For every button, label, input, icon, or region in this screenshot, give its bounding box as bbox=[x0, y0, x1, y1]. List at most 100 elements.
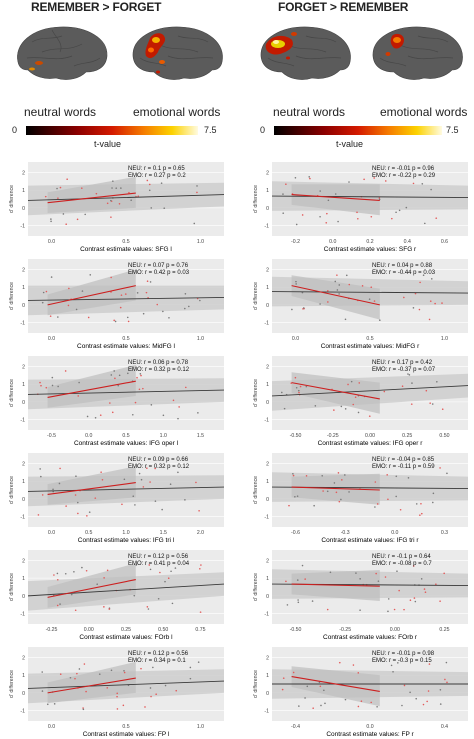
data-point bbox=[112, 180, 114, 182]
data-point bbox=[127, 372, 129, 375]
data-point bbox=[354, 396, 357, 399]
neu-stat-text: NEU: r = 0.07 p = 0.76 bbox=[128, 263, 189, 269]
data-point bbox=[115, 187, 118, 189]
data-point bbox=[149, 687, 152, 689]
data-point bbox=[392, 670, 394, 673]
data-point bbox=[302, 307, 305, 309]
y-tick-label: -1 bbox=[20, 418, 25, 424]
y-axis-label: d' difference bbox=[9, 282, 15, 310]
emo-confidence-band bbox=[291, 666, 380, 707]
data-point bbox=[99, 414, 102, 416]
y-tick-label: 0 bbox=[266, 303, 269, 309]
data-point bbox=[419, 514, 421, 516]
colorbar-label: t-value bbox=[94, 139, 122, 149]
data-point bbox=[319, 190, 321, 192]
x-tick-label: 0.3 bbox=[441, 530, 448, 536]
data-point bbox=[195, 481, 197, 484]
y-tick-label: 2 bbox=[22, 461, 25, 467]
data-point bbox=[184, 386, 187, 389]
data-point bbox=[50, 220, 52, 223]
data-point bbox=[140, 667, 142, 670]
x-axis-label: Contrast estimate values: SFG l bbox=[80, 246, 172, 253]
data-point bbox=[305, 475, 308, 477]
data-point bbox=[396, 570, 398, 573]
data-point bbox=[67, 304, 70, 307]
emo-trend-line bbox=[291, 194, 380, 202]
data-point bbox=[297, 599, 299, 601]
data-point bbox=[150, 207, 153, 209]
data-point bbox=[110, 199, 112, 202]
data-point bbox=[329, 571, 332, 574]
data-point bbox=[40, 475, 42, 478]
data-point bbox=[196, 185, 198, 187]
data-point bbox=[149, 281, 152, 283]
data-point bbox=[312, 707, 314, 709]
y-tick-label: -1 bbox=[20, 321, 25, 327]
data-point bbox=[363, 178, 365, 181]
x-tick-label: 0.00 bbox=[84, 627, 94, 633]
data-point bbox=[292, 671, 295, 674]
data-point bbox=[66, 178, 68, 181]
data-point bbox=[103, 577, 105, 579]
data-point bbox=[419, 281, 421, 284]
x-tick-label: 0.5 bbox=[122, 336, 129, 342]
data-point bbox=[326, 608, 329, 611]
data-point bbox=[148, 183, 151, 186]
y-axis-label: d' difference bbox=[9, 670, 15, 698]
x-tick-label: 0.0 bbox=[85, 433, 92, 439]
data-point bbox=[439, 600, 441, 602]
scatter-plot-sfg-r: 2 1 0 -1 d' difference -0.2 0.0 0.2 0.4 0.6 Contra… bbox=[253, 162, 469, 253]
data-point bbox=[387, 498, 389, 501]
x-tick-label: -0.5 bbox=[47, 433, 56, 439]
data-point bbox=[82, 708, 85, 711]
neu-trend-line bbox=[27, 583, 225, 597]
data-point bbox=[40, 384, 42, 387]
data-point bbox=[41, 671, 44, 673]
data-point bbox=[431, 403, 434, 405]
y-axis-label: d' difference bbox=[253, 282, 259, 310]
data-point bbox=[98, 673, 101, 675]
emo-stat-text: EMO: r = 0.32 p = 0.12 bbox=[128, 367, 190, 373]
data-point bbox=[292, 473, 294, 475]
emo-trend-line bbox=[291, 486, 380, 491]
emo-trend-line bbox=[291, 583, 380, 587]
data-point bbox=[134, 401, 137, 404]
y-tick-label: 1 bbox=[266, 576, 269, 582]
data-point bbox=[323, 689, 325, 692]
neu-stat-text: NEU: r = 0.12 p = 0.56 bbox=[128, 651, 189, 657]
data-point bbox=[119, 306, 122, 309]
y-tick-label: 1 bbox=[266, 188, 269, 194]
data-point bbox=[336, 289, 339, 291]
data-point bbox=[285, 580, 287, 583]
data-point bbox=[117, 384, 120, 387]
data-point bbox=[430, 278, 433, 280]
data-point bbox=[295, 283, 297, 285]
label-emotional-rf: emotional words bbox=[133, 105, 221, 119]
y-tick-label: 1 bbox=[266, 479, 269, 485]
scatter-panel-fp-l: 2 1 0 -1 d' difference 0.0 0.5 1.0 Contrast esti… bbox=[6, 645, 228, 739]
y-tick-label: 0 bbox=[266, 400, 269, 406]
data-point bbox=[157, 597, 160, 600]
x-tick-label: -0.25 bbox=[339, 627, 351, 633]
emo-trend-line bbox=[291, 382, 380, 400]
data-point bbox=[320, 704, 322, 707]
data-point bbox=[397, 662, 399, 664]
data-point bbox=[128, 191, 130, 194]
x-axis-label: Contrast estimate values: IFG oper r bbox=[318, 440, 424, 447]
y-tick-label: 1 bbox=[22, 285, 25, 291]
data-point bbox=[111, 187, 113, 189]
scatter-plot-ifgoper-l: 2 1 0 -1 d' difference -0.5 0.0 0.5 1.0 1.5 Contra… bbox=[9, 356, 225, 447]
data-point bbox=[62, 213, 65, 215]
data-point bbox=[68, 287, 70, 290]
data-point bbox=[424, 591, 427, 593]
data-point bbox=[77, 512, 79, 515]
data-point bbox=[41, 301, 44, 304]
data-point bbox=[76, 218, 79, 221]
data-point bbox=[344, 408, 347, 410]
data-point bbox=[135, 564, 138, 566]
data-point bbox=[144, 706, 146, 708]
y-tick-label: 2 bbox=[266, 267, 269, 273]
data-point bbox=[142, 312, 145, 315]
data-point bbox=[56, 604, 59, 607]
data-point bbox=[106, 687, 109, 689]
